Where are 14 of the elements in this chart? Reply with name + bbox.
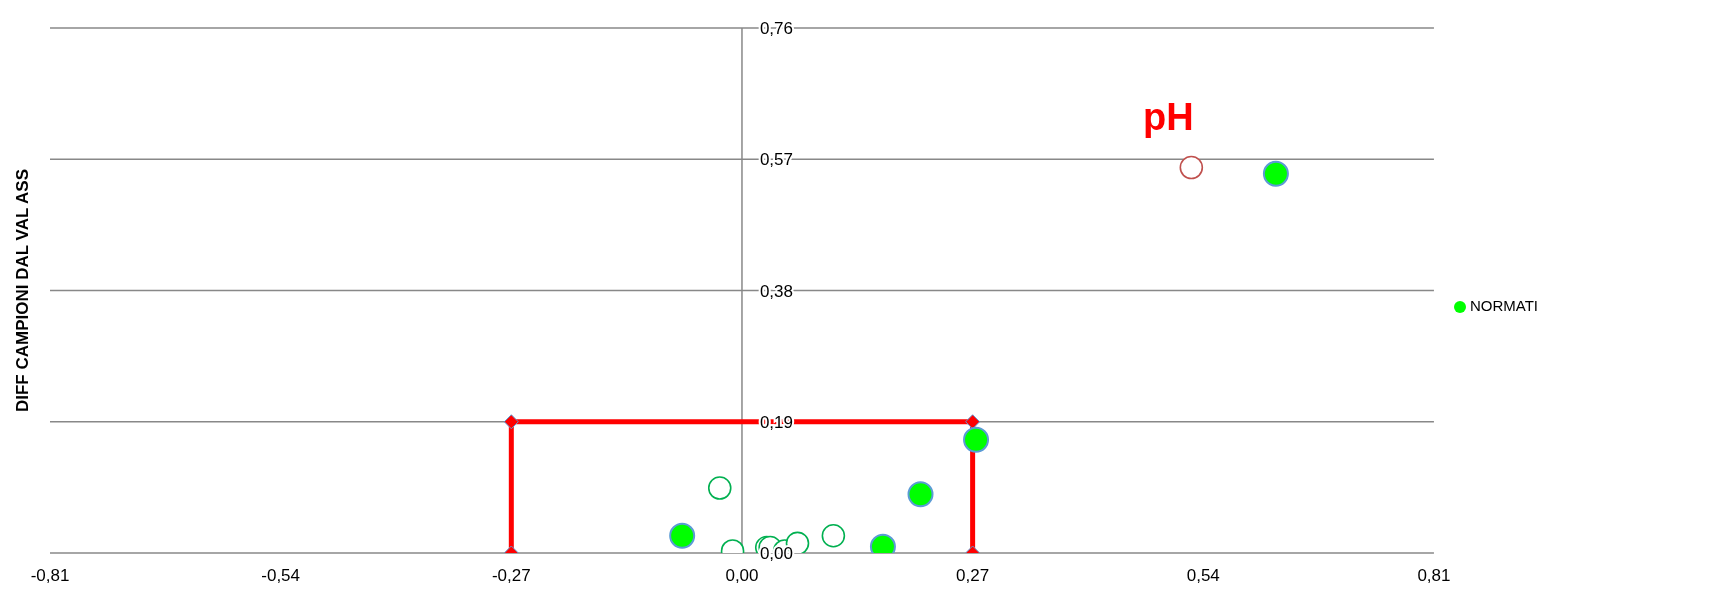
y-tick-label: 0,57	[759, 150, 793, 170]
y-tick-label: 0,76	[759, 19, 793, 38]
x-tick-label: -0,54	[261, 566, 301, 586]
y-tick-label: 0,00	[759, 544, 793, 563]
x-tick-label: 0,27	[956, 566, 990, 586]
y-axis-title: DIFF CAMPIONI DAL VAL ASS	[13, 168, 33, 413]
x-tick-label: -0,27	[491, 566, 531, 586]
x-tick-label: -0,81	[30, 566, 70, 586]
y-tick-label: 0,38	[759, 281, 793, 301]
x-tick-label: 0,54	[1186, 566, 1220, 586]
x-tick-label: 0,00	[725, 566, 759, 586]
x-tick-label: 0,81	[1417, 566, 1451, 586]
legend-label: NORMATI	[1469, 297, 1538, 314]
text: pH	[1143, 96, 1194, 139]
